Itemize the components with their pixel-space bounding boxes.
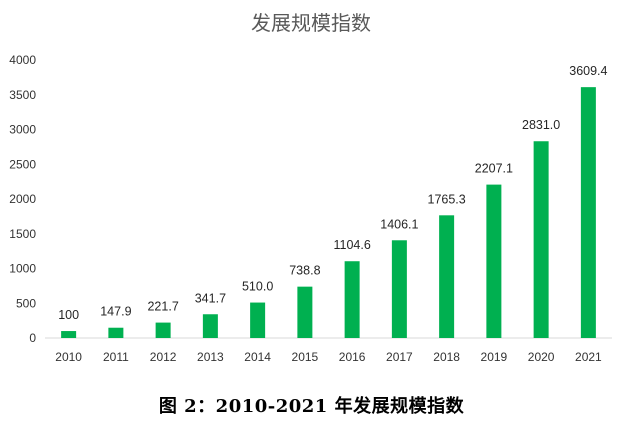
y-tick-label: 0	[29, 331, 36, 345]
bar-2013	[202, 314, 218, 338]
y-tick-label: 2500	[9, 157, 36, 171]
y-tick-label: 1000	[9, 262, 36, 276]
chart-title: 发展规模指数	[251, 11, 371, 35]
data-label-2010: 100	[58, 308, 79, 322]
y-axis: 0 500 1000 1500 2000 2500 3000 3500 4000	[9, 53, 36, 345]
x-tick-label: 2017	[386, 350, 413, 364]
bar-2016	[344, 261, 360, 338]
x-tick-label: 2019	[481, 350, 508, 364]
x-tick-label: 2012	[150, 350, 177, 364]
bar-2010	[61, 331, 77, 338]
data-label-2012: 221.7	[147, 300, 178, 314]
bar-2017	[391, 240, 407, 338]
data-label-2019: 2207.1	[475, 162, 513, 176]
x-tick-label: 2010	[55, 350, 82, 364]
x-tick-label: 2018	[433, 350, 460, 364]
data-label-2011: 147.9	[100, 305, 131, 319]
x-tick-label: 2016	[339, 350, 366, 364]
x-tick-label: 2011	[103, 350, 129, 364]
x-axis: 2010 2011 2012 2013 2014 2015 2016 2017 2018 2019…	[55, 350, 602, 364]
data-label-2021: 3609.4	[569, 64, 607, 78]
data-label-2018: 1765.3	[428, 192, 466, 206]
data-labels: 100 147.9 221.7 341.7 510.0 738.8 1104.6 1406.1…	[58, 64, 607, 322]
y-tick-label: 2000	[9, 192, 36, 206]
x-tick-label: 2013	[197, 350, 224, 364]
bar-2012	[155, 322, 171, 338]
bar-2011	[108, 327, 124, 338]
data-label-2020: 2831.0	[522, 118, 560, 132]
bar-2021	[580, 87, 596, 338]
y-tick-label: 1500	[9, 227, 36, 241]
bar-2019	[486, 184, 502, 338]
x-tick-label: 2014	[244, 350, 271, 364]
bar-2014	[250, 302, 266, 338]
bar-2020	[533, 141, 549, 338]
bar-2018	[439, 215, 455, 338]
data-label-2013: 341.7	[195, 291, 226, 305]
x-tick-label: 2020	[528, 350, 555, 364]
y-tick-label: 3000	[9, 123, 36, 137]
data-label-2017: 1406.1	[380, 217, 418, 231]
y-tick-label: 4000	[9, 53, 36, 67]
bar-series	[61, 87, 596, 338]
y-tick-label: 3500	[9, 88, 36, 102]
x-tick-label: 2021	[575, 350, 602, 364]
data-label-2014: 510.0	[242, 280, 273, 294]
x-tick-label: 2015	[292, 350, 319, 364]
bar-2015	[297, 286, 313, 338]
y-tick-label: 500	[16, 296, 36, 310]
figure-caption: 图 2：2010-2021 年发展规模指数	[158, 396, 465, 417]
bar-chart: 发展规模指数 05001000150020002500300035004000 …	[9, 11, 612, 364]
data-label-2015: 738.8	[289, 264, 320, 278]
data-label-2016: 1104.6	[333, 238, 370, 252]
